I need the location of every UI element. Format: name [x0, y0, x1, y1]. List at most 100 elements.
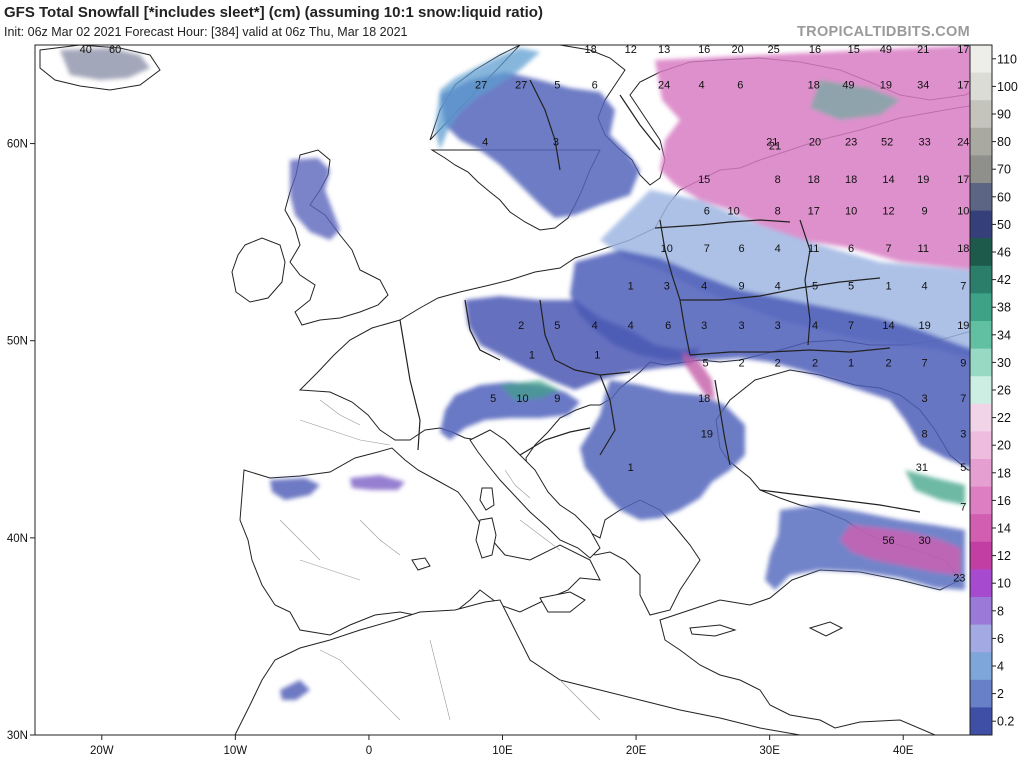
- snowfall-value-label: 10: [727, 206, 739, 218]
- lat-tick-label: 60N: [7, 139, 28, 151]
- colorbar-label: 14: [997, 522, 1011, 536]
- snowfall-value-label: 52: [881, 137, 893, 149]
- sardinia: [475, 517, 497, 559]
- lat-tick-label: 40N: [7, 533, 28, 545]
- snowfall-value-label: 10: [957, 206, 969, 218]
- snowfall-value-label: 8: [775, 174, 781, 186]
- snowfall-value-label: 2: [812, 357, 818, 369]
- snowfall-value-label: 5: [960, 462, 966, 474]
- colorbar-swatch: [970, 514, 992, 543]
- snowfall-value-label: 18: [698, 393, 710, 405]
- snow-alps-green: [500, 380, 560, 400]
- italy: [469, 429, 601, 559]
- snowfall-value-label: 5: [490, 393, 496, 405]
- colorbar-swatch: [970, 72, 992, 101]
- snowfall-value-label: 4: [775, 281, 781, 293]
- snowfall-value-label: 4: [775, 243, 781, 255]
- snowfall-value-label: 16: [698, 44, 710, 56]
- colorbar-swatch: [970, 652, 992, 681]
- snowfall-value-label: 60: [109, 44, 121, 56]
- snowfall-value-label: 6: [665, 320, 671, 332]
- iberia-islands: [411, 557, 431, 571]
- brand-watermark: TROPICALTIDBITS.COM: [797, 24, 970, 40]
- colorbar-label: 8: [997, 604, 1004, 618]
- snowfall-value-label: 4: [922, 281, 928, 293]
- colorbar-label: 26: [997, 384, 1011, 398]
- snowfall-value-label: 56: [882, 535, 894, 547]
- snow-scandinavia: [440, 72, 640, 218]
- snow-norway-coast: [435, 48, 540, 150]
- snowfall-value-label: 1: [594, 350, 600, 362]
- snowfall-value-label: 14: [882, 174, 894, 186]
- snowfall-value-label: 17: [957, 174, 969, 186]
- lat-tick-label: 50N: [7, 336, 28, 348]
- colorbar-label: 60: [997, 190, 1011, 204]
- lon-tick-label: 30E: [759, 745, 780, 757]
- snowfall-value-label: 12: [882, 206, 894, 218]
- snow-poland-ukraine: [570, 250, 970, 468]
- colorbar-swatch: [970, 707, 992, 736]
- colorbar-swatch: [970, 321, 992, 350]
- snowfall-value-label: 13: [658, 44, 670, 56]
- latitude-axis: 60N 50N 40N 30N: [7, 139, 35, 742]
- snowfall-value-label: 9: [554, 393, 560, 405]
- colorbar-swatch: [970, 265, 992, 294]
- snowfall-value-label: 3: [922, 393, 928, 405]
- snowfall-value-label: 31: [916, 462, 928, 474]
- snow-russia-lightblue: [600, 190, 970, 359]
- colorbar-label: 12: [997, 549, 1011, 563]
- snowfall-value-label: 9: [739, 281, 745, 293]
- colorbar-swatch: [970, 679, 992, 708]
- country-borders: [399, 79, 921, 513]
- colorbar-label: 20: [997, 439, 1011, 453]
- snowfall-value-label: 4: [698, 79, 704, 91]
- snowfall-value-label: 3: [775, 320, 781, 332]
- cyprus: [808, 621, 844, 637]
- snowfall-value-label: 17: [957, 79, 969, 91]
- snowfall-value-label: 4: [812, 320, 818, 332]
- snow-iberia-nw: [270, 478, 320, 500]
- snowfall-value-label: 3: [739, 320, 745, 332]
- snowfall-value-label: 5: [554, 79, 560, 91]
- snow-russia-green: [810, 80, 900, 120]
- snowfall-value-label: 18: [808, 174, 820, 186]
- lon-tick-label: 40E: [893, 745, 914, 757]
- iberia-france-landmass: [239, 447, 601, 636]
- snowfall-value-label: 1: [848, 357, 854, 369]
- snowfall-value-label: 1: [529, 350, 535, 362]
- snowfall-value-label: 7: [922, 357, 928, 369]
- lon-tick-label: 10E: [492, 745, 513, 757]
- snowfall-value-label: 40: [80, 44, 92, 56]
- snow-scotland: [290, 158, 340, 240]
- snow-atlas: [280, 680, 310, 700]
- snowfall-value-label: 2: [885, 357, 891, 369]
- snowfall-value-label: 1: [885, 281, 891, 293]
- colorbar-label: 10: [997, 577, 1011, 591]
- snowfall-value-label: 18: [957, 243, 969, 255]
- colorbar-label: 30: [997, 356, 1011, 370]
- snowfall-value-label: 10: [516, 393, 528, 405]
- colorbar-swatch: [970, 624, 992, 653]
- snowfall-value-label: 4: [482, 137, 488, 149]
- snowfall-value-label: 9: [922, 206, 928, 218]
- chart-subtitle: Init: 06z Mar 02 2021 Forecast Hour: [38…: [4, 25, 408, 39]
- snowfall-value-label: 21: [917, 44, 929, 56]
- crete: [689, 624, 737, 637]
- snowfall-value-label: 6: [592, 79, 598, 91]
- snowfall-value-label: 49: [880, 44, 892, 56]
- snowfall-value-label: 34: [917, 79, 929, 91]
- snowfall-value-label: 24: [658, 79, 670, 91]
- snowfall-value-label: 27: [515, 79, 527, 91]
- snowfall-value-label: 4: [628, 320, 634, 332]
- snowfall-value-label: 3: [664, 281, 670, 293]
- colorbar-label: 110: [997, 52, 1017, 66]
- snowfall-value-label: 4: [701, 281, 707, 293]
- snow-balkans: [580, 380, 745, 520]
- snowfall-value-label: 1: [628, 281, 634, 293]
- snowfall-value-label: 11: [918, 243, 929, 255]
- snowfall-value-label: 5: [848, 281, 854, 293]
- snowfall-value-label: 19: [957, 320, 969, 332]
